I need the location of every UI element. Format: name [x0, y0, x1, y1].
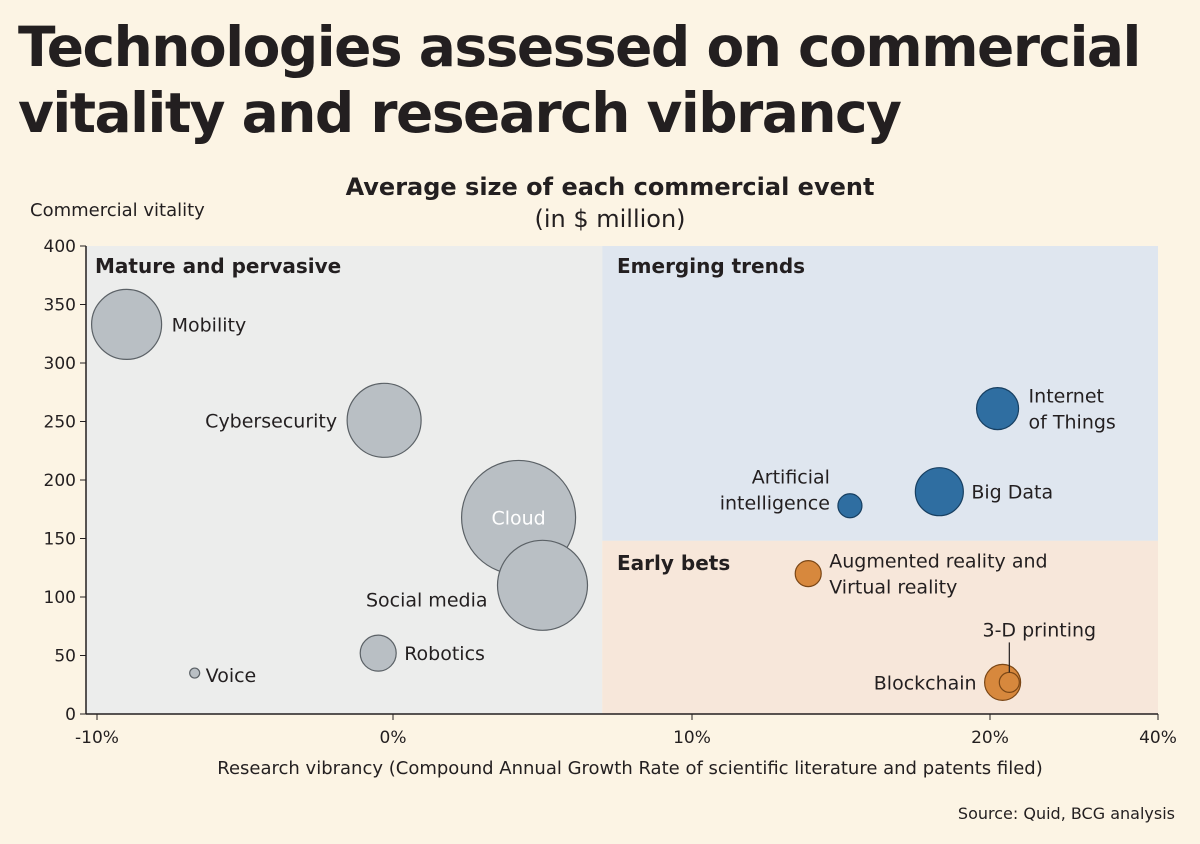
- x-axis-label: Research vibrancy (Compound Annual Growt…: [217, 758, 1043, 779]
- bubble-label-line: Augmented reality and: [829, 551, 1047, 573]
- x-tick-label: 40%: [1139, 728, 1177, 748]
- bubble-label-line: Social media: [366, 589, 488, 611]
- bubble-label: Blockchain: [874, 672, 977, 694]
- y-tick-label: 300: [44, 354, 76, 374]
- bubble-label-line: intelligence: [720, 493, 830, 515]
- x-tick-label: 20%: [971, 728, 1009, 748]
- bubble-label: Robotics: [404, 643, 485, 665]
- bubble-label-line: of Things: [1029, 412, 1116, 434]
- bubble-3-d-printing: [998, 671, 1020, 694]
- x-tick-label: -10%: [75, 728, 119, 748]
- y-tick-label: 400: [44, 237, 76, 257]
- bubble-label: Big Data: [971, 482, 1053, 504]
- y-axis-label: Commercial vitality: [30, 200, 205, 221]
- y-tick-label: 150: [44, 530, 76, 550]
- chart-subtitle-unit: (in $ million): [534, 205, 686, 233]
- bubble-label-line: Internet: [1029, 386, 1104, 408]
- y-tick-label: 200: [44, 471, 76, 491]
- bubble-internet-of-things: [975, 387, 1020, 431]
- bubble-label-line: Mobility: [172, 314, 247, 336]
- bubble-robotics: [359, 634, 397, 672]
- quadrant-label: Emerging trends: [617, 254, 805, 278]
- y-tick-label: 350: [44, 296, 76, 316]
- bubble-label-line: Cloud: [491, 507, 545, 529]
- bubble-label: Artificial intelligence: [720, 467, 830, 515]
- bubble-label-line: 3-D printing: [982, 619, 1096, 641]
- bubble-big-data: [914, 467, 964, 517]
- y-tick-label: 100: [44, 588, 76, 608]
- y-tick-label: 0: [65, 705, 76, 725]
- bubble-label: Cybersecurity: [205, 410, 337, 432]
- bubble-label: Augmented reality and Virtual reality: [829, 551, 1047, 599]
- bubble-cybersecurity: [346, 382, 422, 458]
- bubble-augmented-reality-and-virtual-reality: [794, 559, 822, 588]
- x-tick-label: 0%: [380, 728, 407, 748]
- bubble-mobility: [90, 288, 163, 360]
- y-tick-label: 50: [54, 647, 76, 667]
- bubble-social-media: [496, 539, 589, 631]
- quadrant-early-bets: [602, 540, 1158, 714]
- bubble-label-line: Virtual reality: [829, 577, 957, 599]
- quadrant-label: Early bets: [617, 551, 730, 575]
- bubble-label-line: Blockchain: [874, 672, 977, 694]
- bubble-artificial-intelligence: [837, 493, 863, 519]
- bubble-label-line: Voice: [206, 665, 257, 687]
- bubble-label: 3-D printing: [982, 619, 1096, 641]
- bubble-label: Internet of Things: [1029, 386, 1116, 434]
- bubble-label: Mobility: [172, 314, 247, 336]
- bubble-voice: [189, 667, 201, 679]
- bubble-label: Cloud: [491, 507, 545, 529]
- bubble-label-line: Cybersecurity: [205, 410, 337, 432]
- chart-subtitle: Average size of each commercial event: [345, 173, 875, 201]
- y-tick-label: 250: [44, 413, 76, 433]
- bubble-label-line: Artificial: [752, 467, 830, 489]
- x-tick-label: 10%: [673, 728, 711, 748]
- bubble-label-line: Big Data: [971, 482, 1053, 504]
- source-note: Source: Quid, BCG analysis: [957, 804, 1175, 823]
- bubble-label: Voice: [206, 665, 257, 687]
- bubble-label-line: Robotics: [404, 643, 485, 665]
- quadrant-label: Mature and pervasive: [95, 254, 341, 278]
- bubble-label: Social media: [366, 589, 488, 611]
- quadrant-emerging-trends: [602, 246, 1158, 541]
- page-title: Technologies assessed on commercial vita…: [18, 15, 1141, 145]
